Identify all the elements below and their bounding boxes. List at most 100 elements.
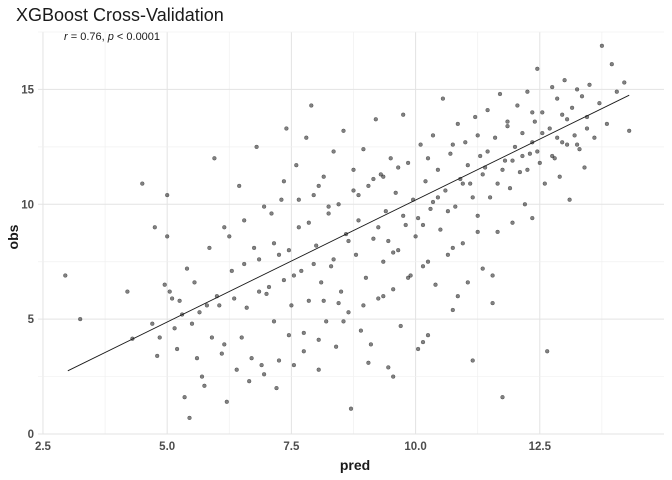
x-tick-label: 10.0 xyxy=(404,441,426,453)
data-point xyxy=(550,153,555,159)
data-point xyxy=(286,333,291,338)
data-point xyxy=(555,96,560,101)
data-point xyxy=(577,147,582,152)
data-point xyxy=(254,144,259,149)
grid xyxy=(38,31,664,435)
y-tick-label: 5 xyxy=(28,314,35,326)
data-point xyxy=(403,222,408,228)
chart-title: XGBoost Cross-Validation xyxy=(16,5,224,25)
data-point xyxy=(336,301,341,306)
data-point xyxy=(291,273,296,278)
data-point xyxy=(175,346,180,352)
data-point xyxy=(485,149,490,154)
data-point xyxy=(569,105,575,110)
data-point xyxy=(341,128,346,133)
data-point xyxy=(311,261,316,267)
data-point xyxy=(470,195,475,200)
data-point xyxy=(622,80,627,85)
data-point xyxy=(165,193,170,198)
data-point xyxy=(604,121,609,126)
data-point xyxy=(321,298,326,303)
data-point xyxy=(381,259,386,264)
data-point xyxy=(217,303,222,308)
data-point xyxy=(371,236,376,241)
data-point xyxy=(262,204,267,209)
data-point xyxy=(326,204,331,209)
regression-line xyxy=(67,94,630,372)
data-point xyxy=(341,319,346,324)
data-point xyxy=(152,225,157,230)
y-tick-label: 0 xyxy=(28,429,34,441)
data-point xyxy=(450,142,455,147)
data-point xyxy=(170,296,175,301)
data-point xyxy=(505,124,510,129)
data-point xyxy=(321,174,326,179)
data-point xyxy=(192,280,197,285)
data-point xyxy=(237,183,242,188)
data-point xyxy=(468,181,473,186)
data-point xyxy=(351,167,356,172)
data-point xyxy=(249,356,254,361)
data-point xyxy=(488,195,493,200)
data-point xyxy=(309,103,314,108)
data-point xyxy=(314,243,319,248)
data-point xyxy=(520,153,525,159)
data-point xyxy=(165,234,170,239)
data-point xyxy=(311,193,316,198)
data-point xyxy=(490,301,495,306)
data-point xyxy=(155,353,160,358)
data-point xyxy=(257,257,262,262)
data-point xyxy=(286,248,291,253)
data-point xyxy=(535,149,540,154)
data-point xyxy=(244,305,249,310)
data-point xyxy=(425,259,431,264)
data-point xyxy=(281,179,286,184)
data-point xyxy=(398,323,403,329)
data-point xyxy=(560,112,565,117)
data-point xyxy=(443,188,448,193)
data-point xyxy=(326,211,331,216)
data-point xyxy=(420,222,426,228)
x-tick-label: 2.5 xyxy=(35,441,52,453)
data-point xyxy=(269,211,274,216)
data-point xyxy=(224,399,229,404)
data-point xyxy=(413,234,418,239)
data-point xyxy=(388,156,393,161)
data-point xyxy=(527,151,532,156)
data-point xyxy=(252,245,257,250)
data-point xyxy=(296,197,301,202)
data-point xyxy=(150,321,155,326)
data-point xyxy=(522,202,527,207)
data-point xyxy=(460,181,465,186)
data-point xyxy=(428,206,433,211)
data-point xyxy=(63,273,68,278)
data-point xyxy=(167,289,172,294)
data-point xyxy=(512,144,518,149)
data-point xyxy=(525,167,530,172)
data-point xyxy=(271,241,277,246)
data-point xyxy=(418,142,423,147)
data-point xyxy=(391,250,396,255)
p-symbol: p xyxy=(107,31,114,43)
data-point xyxy=(234,367,239,372)
data-point xyxy=(475,229,480,234)
data-point xyxy=(242,218,247,223)
y-tick-label: 10 xyxy=(21,199,34,211)
data-point xyxy=(391,287,396,292)
data-point xyxy=(406,275,411,280)
data-point xyxy=(209,335,214,340)
data-point xyxy=(346,310,351,315)
data-point xyxy=(475,133,480,138)
data-point xyxy=(363,275,368,280)
data-point xyxy=(386,365,391,370)
data-point xyxy=(366,183,371,188)
data-point xyxy=(266,284,272,290)
y-tick-label: 15 xyxy=(21,84,34,96)
data-point xyxy=(299,268,304,273)
data-point xyxy=(579,94,585,99)
data-point xyxy=(463,140,468,145)
data-point xyxy=(316,337,321,342)
data-point xyxy=(530,216,535,221)
data-point xyxy=(184,266,190,271)
